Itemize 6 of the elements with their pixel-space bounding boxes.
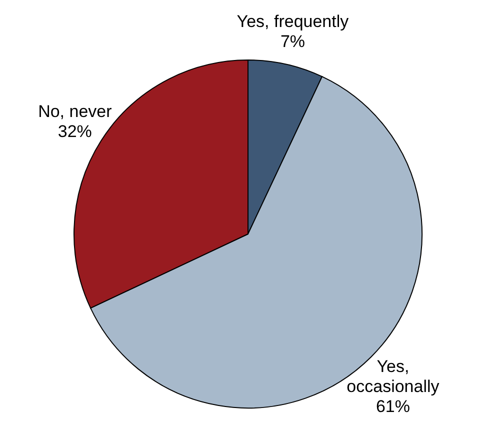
data-label: 32%: [58, 122, 92, 142]
data-label: 7%: [280, 32, 306, 51]
slice-label: No, never: [38, 102, 112, 122]
slice-label: Yes, frequently: [236, 12, 350, 31]
slice-label: Yes, occasionally: [346, 356, 440, 396]
data-label: 61%: [376, 396, 410, 416]
